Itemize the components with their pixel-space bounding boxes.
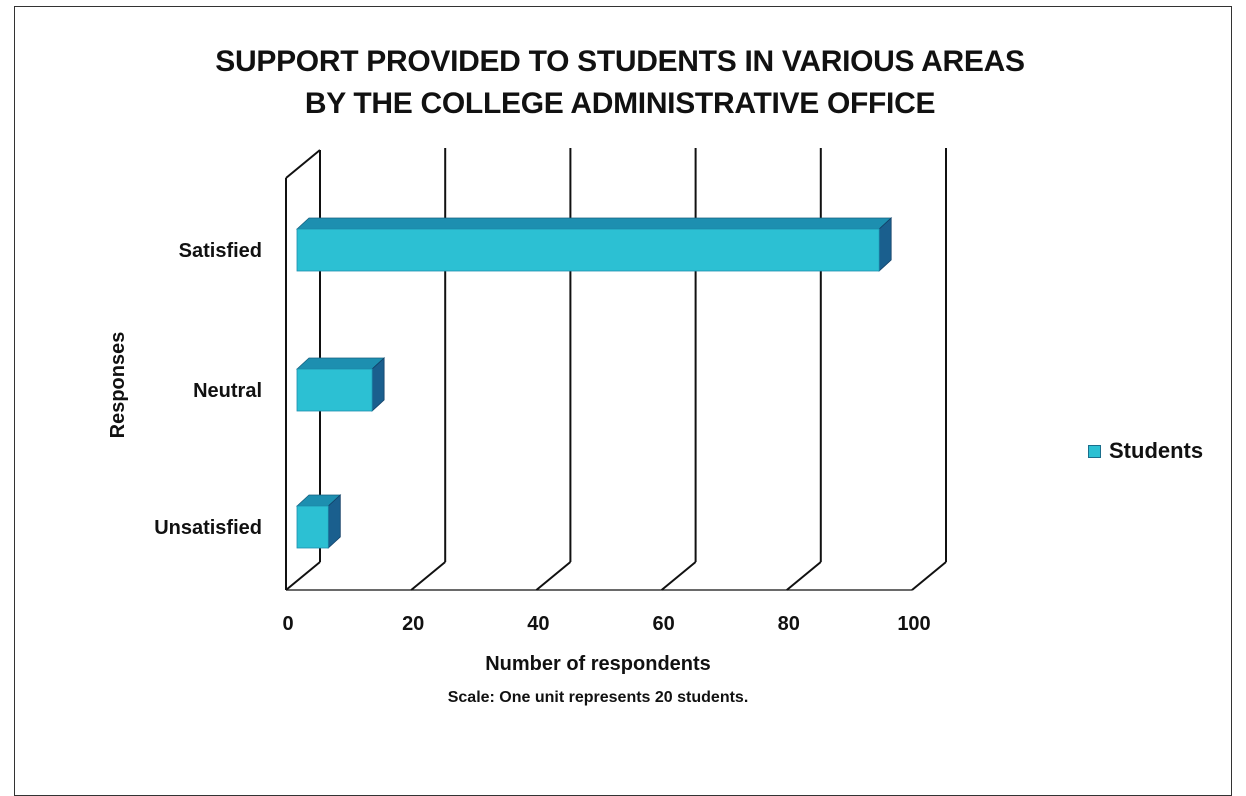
floor-grid-line	[660, 561, 697, 591]
bar-top-face	[295, 357, 386, 370]
floor-grid-line	[285, 561, 321, 591]
left-wall-top	[285, 149, 321, 179]
category-label-satisfied: Satisfied	[179, 240, 262, 262]
category-label-unsatisfied: Unsatisfied	[154, 517, 262, 539]
x-tick-label: 0	[282, 613, 293, 635]
scale-note: Scale: One unit represents 20 students.	[448, 689, 749, 706]
category-label-neutral: Neutral	[193, 380, 262, 402]
floor-grid-line	[410, 561, 446, 591]
legend-swatch	[1088, 444, 1101, 458]
chart-title-line-1: SUPPORT PROVIDED TO STUDENTS IN VARIOUS …	[215, 45, 1025, 78]
chart-title-line-2: BY THE COLLEGE ADMINISTRATIVE OFFICE	[304, 87, 936, 120]
bar-front-face	[296, 228, 880, 272]
bar-satisfied	[295, 217, 893, 272]
legend: Students	[1088, 438, 1203, 464]
x-tick-label: 80	[778, 613, 800, 635]
x-tick-label: 100	[897, 613, 930, 635]
x-tick-label: 60	[652, 613, 674, 635]
grid-lines	[285, 148, 947, 591]
floor-grid-line	[786, 561, 822, 591]
x-tick-label: 20	[402, 613, 424, 635]
category-labels: Satisfied Neutral Unsatisfied	[154, 240, 262, 539]
y-axis-label: Responses	[107, 332, 129, 439]
bar-top-face	[295, 217, 893, 230]
floor-grid-line	[535, 561, 572, 591]
bar-neutral	[295, 357, 386, 412]
x-tick-labels: 0 20 40 60 80 100	[282, 613, 930, 635]
bar-front-face	[296, 505, 329, 549]
legend-label-students: Students	[1109, 438, 1204, 463]
floor-grid-line	[911, 561, 947, 591]
bar-unsatisfied	[295, 494, 342, 549]
x-tick-label: 40	[527, 613, 549, 635]
bars	[295, 217, 893, 549]
x-axis-label: Number of respondents	[485, 653, 711, 675]
bar-front-face	[296, 368, 373, 412]
